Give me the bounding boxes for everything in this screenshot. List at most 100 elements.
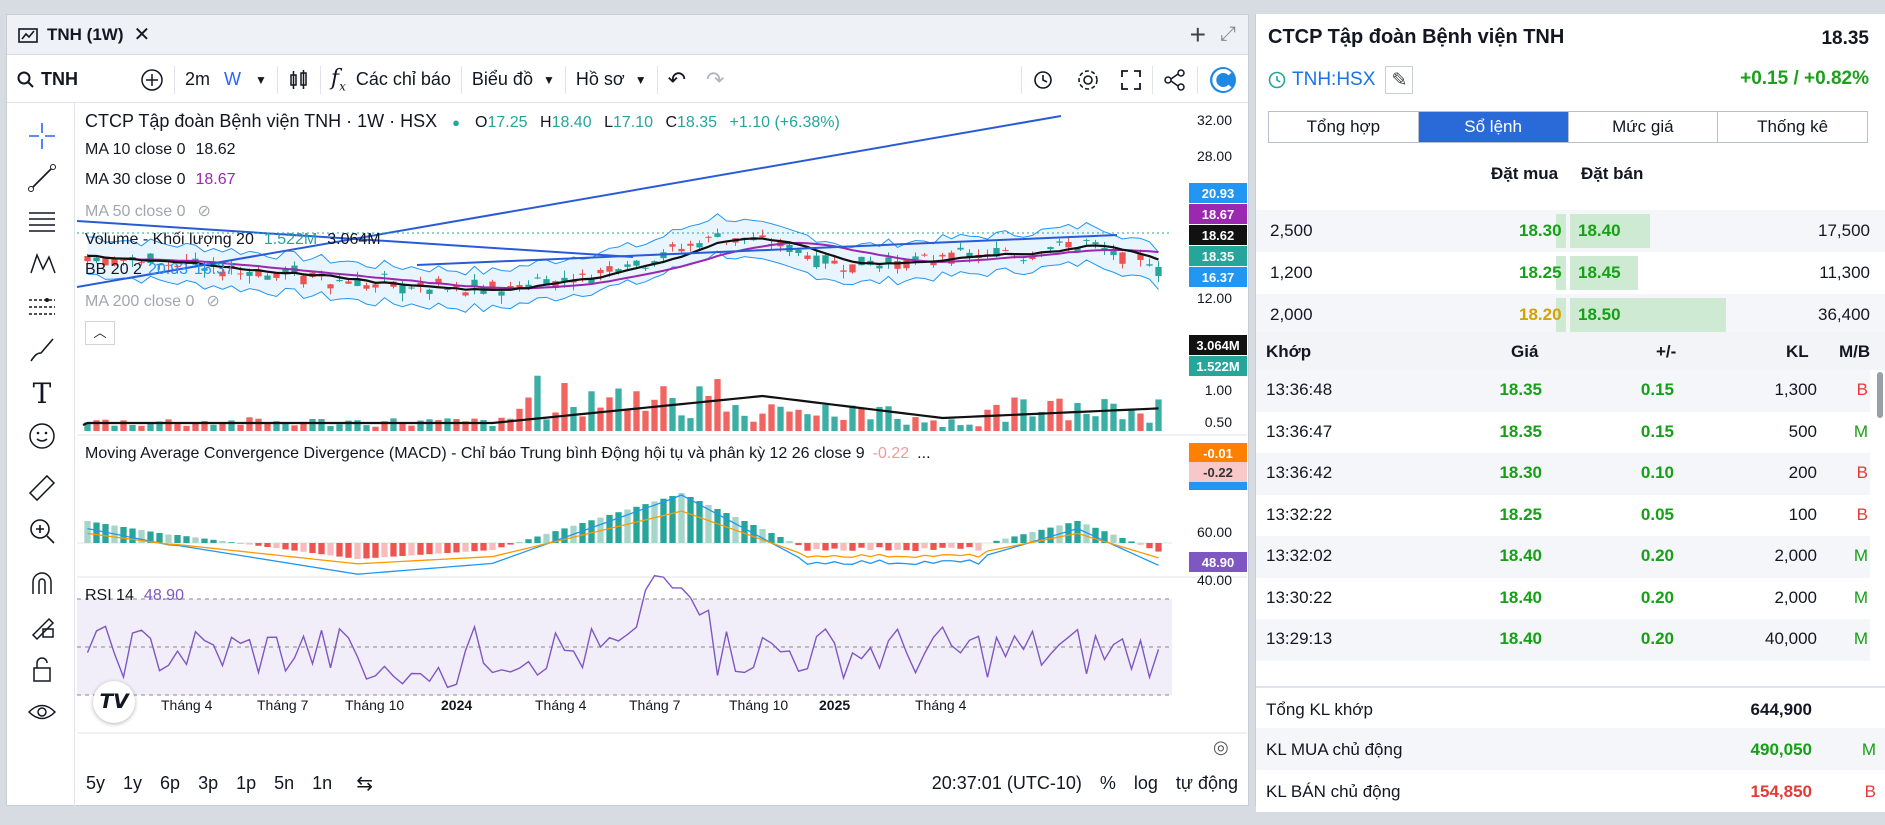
- ruler-icon[interactable]: [27, 473, 57, 503]
- macd-histogram-bar: [1074, 521, 1081, 543]
- macd-histogram-bar: [300, 543, 307, 552]
- auto-scale-toggle[interactable]: tự động: [1175, 772, 1238, 793]
- volume-bar: [939, 426, 946, 431]
- candle-style-button[interactable]: [278, 57, 320, 103]
- ma200-legend[interactable]: MA 200 close 0 ⊘: [85, 291, 220, 311]
- time-axis-settings-icon[interactable]: ◎: [1213, 737, 1229, 757]
- chart-area[interactable]: 32.0028.0012.001.000.5080.0060.0040.0020…: [77, 105, 1247, 757]
- undo-button[interactable]: ↶: [667, 66, 687, 92]
- fullscreen-button[interactable]: [1110, 57, 1152, 103]
- bid-depth-bar: [1556, 256, 1566, 290]
- pattern-icon[interactable]: [27, 249, 57, 279]
- profile-menu[interactable]: Hồ sơ ▼: [566, 57, 657, 103]
- trend-line-icon[interactable]: [27, 163, 57, 193]
- chevron-down-icon[interactable]: ▼: [255, 72, 267, 87]
- settings-button[interactable]: [1066, 57, 1110, 103]
- hidden-eye-icon[interactable]: ⊘: [197, 203, 211, 220]
- orderbook-row[interactable]: 1,200 18.25 18.45 11,300: [1256, 252, 1885, 294]
- trade-row: 13:32:02 18.40 0.20 2,000 M: [1256, 536, 1870, 578]
- edit-pencil-icon[interactable]: ✎: [1385, 66, 1414, 94]
- candle-body: [579, 273, 586, 275]
- compare-symbol-button[interactable]: [88, 57, 174, 103]
- share-button[interactable]: [1153, 57, 1197, 103]
- fib-lines-icon[interactable]: [27, 206, 57, 236]
- ma30-legend[interactable]: MA 30 close 0 18.67: [85, 171, 236, 189]
- date-range-icon[interactable]: ⇆: [356, 772, 373, 795]
- percent-toggle[interactable]: %: [1099, 772, 1116, 793]
- tab-statistics[interactable]: Thống kê: [1757, 117, 1829, 136]
- magnet-icon[interactable]: [27, 568, 57, 598]
- ask-price: 18.45: [1578, 263, 1621, 282]
- volume-bar: [93, 420, 100, 431]
- macd-histogram-bar: [498, 543, 505, 548]
- summary-label: KL BÁN chủ động: [1266, 782, 1401, 801]
- eye-icon[interactable]: [27, 697, 57, 727]
- ma50-legend[interactable]: MA 50 close 0 ⊘: [85, 201, 211, 221]
- chevron-down-icon: ▼: [542, 72, 555, 87]
- expand-window-icon[interactable]: ⤢: [1220, 23, 1236, 45]
- hidden-eye-icon[interactable]: ⊘: [206, 293, 220, 310]
- rsi-pill-bg: [1189, 552, 1247, 572]
- add-tab-icon[interactable]: +: [1189, 18, 1206, 50]
- range-5n[interactable]: 5n: [274, 772, 295, 793]
- tab-summary[interactable]: Tổng hợp: [1269, 112, 1419, 142]
- candle-body: [156, 263, 163, 266]
- crosshair-icon[interactable]: [27, 121, 57, 151]
- alert-button[interactable]: [1022, 57, 1066, 103]
- ma30-label: MA 30 close 0: [85, 171, 186, 188]
- forecast-icon[interactable]: [27, 292, 57, 322]
- log-toggle[interactable]: log: [1133, 772, 1158, 793]
- volume-bar: [912, 417, 919, 431]
- unlock-icon[interactable]: [27, 654, 57, 684]
- macd-pill-2-bg: [1189, 462, 1247, 482]
- collapse-legend-button[interactable]: ︿: [85, 321, 115, 345]
- interval-selector[interactable]: 2m W ▼: [175, 57, 277, 103]
- tradingview-logo[interactable]: 𝙏𝙑: [93, 681, 135, 723]
- macd-value: -0.22: [872, 445, 910, 462]
- volume-bar: [435, 420, 442, 431]
- lock-drawings-icon[interactable]: [27, 611, 57, 641]
- brush-icon[interactable]: [27, 335, 57, 365]
- exchange-symbol[interactable]: TNH:HSX: [1292, 69, 1376, 90]
- indicators-button[interactable]: fx Các chỉ báo: [321, 57, 461, 103]
- symbol-search[interactable]: TNH: [7, 57, 88, 103]
- redo-button[interactable]: ↷: [706, 66, 725, 92]
- candle-body: [120, 259, 127, 261]
- interval-minute-label[interactable]: 2m: [185, 69, 211, 89]
- range-1p[interactable]: 1p: [236, 772, 257, 793]
- volume-bar: [417, 420, 424, 431]
- range-6p[interactable]: 6p: [160, 772, 181, 793]
- summary-label: KL MUA chủ động: [1266, 740, 1403, 759]
- rsi-legend[interactable]: RSI 14 48.90: [85, 587, 184, 605]
- clock-readout[interactable]: 20:37:01 (UTC-10): [931, 772, 1082, 793]
- range-5y[interactable]: 5y: [86, 772, 106, 793]
- volume-legend[interactable]: Volume - Khối lượng 20 1.522M 3.064M: [85, 231, 381, 249]
- tab-price-levels[interactable]: Mức giá: [1569, 112, 1719, 142]
- chart-menu[interactable]: Biểu đồ ▼: [462, 57, 565, 103]
- price-chart-canvas[interactable]: 32.0028.0012.001.000.5080.0060.0040.0020…: [77, 105, 1247, 755]
- macd-legend[interactable]: Moving Average Convergence Divergence (M…: [85, 445, 931, 463]
- trade-side: M: [1853, 629, 1868, 648]
- trades-scrollbar[interactable]: [1877, 372, 1883, 418]
- close-tab-icon[interactable]: ✕: [133, 24, 151, 46]
- volume-bar: [318, 419, 325, 431]
- text-tool-icon[interactable]: T: [32, 376, 52, 410]
- orderbook-row[interactable]: 2,000 18.20 18.50 36,400: [1256, 294, 1885, 336]
- zoom-in-icon[interactable]: [27, 516, 57, 546]
- emoji-icon[interactable]: [27, 421, 57, 451]
- tab-orderbook[interactable]: Sổ lệnh: [1418, 112, 1569, 142]
- macd-histogram-bar: [696, 501, 703, 543]
- macd-histogram-bar: [327, 543, 334, 556]
- orderbook-row[interactable]: 2,500 18.30 18.40 17,500: [1256, 210, 1885, 252]
- trades-list[interactable]: 13:36:48 18.35 0.15 1,300 B 13:36:47 18.35 0.15…: [1256, 370, 1885, 680]
- volume-bar: [327, 426, 334, 431]
- range-3p[interactable]: 3p: [198, 772, 219, 793]
- ma10-legend[interactable]: MA 10 close 0 18.62: [85, 141, 236, 159]
- volume-bar: [543, 419, 550, 431]
- volume-bar: [579, 416, 586, 431]
- summary-row: KL BÁN chủ động 154,850 B: [1256, 770, 1885, 812]
- bb-legend[interactable]: BB 20 2 20.93 16.37: [85, 261, 234, 279]
- range-1y[interactable]: 1y: [123, 772, 143, 793]
- interval-week-label[interactable]: W: [224, 69, 242, 89]
- range-1n[interactable]: 1n: [312, 772, 333, 793]
